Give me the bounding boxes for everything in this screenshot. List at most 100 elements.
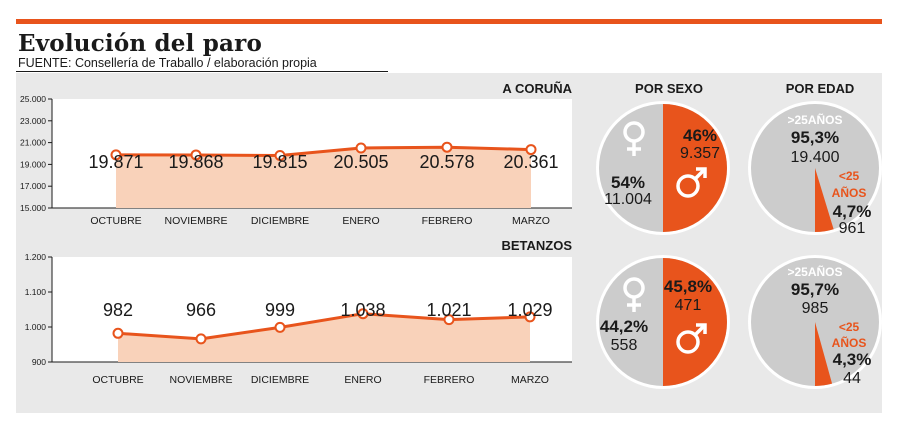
pie-count-label: 19.400: [791, 149, 840, 166]
data-label: 19.868: [168, 152, 223, 172]
data-label: 982: [103, 300, 133, 320]
data-label: 1.029: [507, 300, 552, 320]
data-label: 966: [186, 300, 216, 320]
top-accent-bar: [16, 19, 882, 24]
chart-title: BETANZOS: [501, 238, 572, 253]
data-label: 1.038: [340, 300, 385, 320]
y-tick-label: 17.000: [20, 181, 46, 191]
pie-percent-label: 4,7%: [833, 202, 872, 221]
pie-percent-label: 4,3%: [833, 350, 872, 369]
pie-count-label: 558: [611, 337, 638, 354]
data-point: [355, 142, 367, 154]
male-icon-shaft: [693, 168, 706, 181]
pie-count-label: 9.357: [680, 145, 720, 162]
title-underline: [16, 71, 388, 72]
page-title: Evolución del paro: [18, 30, 263, 57]
data-label: 999: [265, 300, 295, 320]
pie-category-label: <25: [839, 169, 860, 183]
data-point: [112, 327, 124, 339]
pie-category-label: >25AÑOS: [787, 112, 842, 127]
x-tick-label: NOVIEMBRE: [164, 215, 227, 227]
pie-category-label: AÑOS: [832, 185, 867, 200]
pie-percent-label: 46%: [683, 126, 717, 145]
x-tick-label: DICIEMBRE: [251, 374, 309, 386]
y-tick-label: 1.200: [25, 252, 47, 262]
male-icon-shaft: [693, 324, 706, 337]
pie-count-label: 961: [839, 220, 866, 237]
pie-slice-under-25: [815, 322, 833, 386]
x-tick-label: OCTUBRE: [90, 215, 141, 227]
y-tick-label: 900: [32, 357, 46, 367]
pie-category-label: <25: [839, 320, 860, 334]
pie-percent-label: 95,7%: [791, 280, 839, 299]
x-tick-label: OCTUBRE: [92, 374, 143, 386]
pie-count-label: 11.004: [604, 191, 652, 208]
pie-slice-male: [663, 258, 727, 386]
data-point: [110, 149, 122, 161]
pie-percent-label: 54%: [611, 173, 645, 192]
x-tick-label: FEBRERO: [424, 374, 475, 386]
male-icon-arrow: [696, 323, 707, 334]
pie-percent-label: 45,8%: [664, 277, 712, 296]
male-icon-ring: [676, 174, 700, 198]
x-tick-label: ENERO: [344, 374, 381, 386]
data-label: 20.361: [503, 152, 558, 172]
x-tick-label: NOVIEMBRE: [169, 374, 232, 386]
chart-title: A CORUÑA: [502, 81, 572, 96]
data-point: [525, 144, 537, 156]
pie-count-label: 985: [802, 300, 829, 317]
series-line: [117, 312, 531, 341]
y-tick-label: 19.000: [20, 159, 46, 169]
pie-category-label: AÑOS: [832, 335, 867, 350]
data-point: [274, 321, 286, 333]
line-chart-betanzos: 1.200 1.100 1.000 900 982 966 999 1.038 1.021 1.0…: [25, 238, 573, 386]
pie-column-title: POR EDAD: [786, 81, 855, 96]
area-fill: [118, 313, 530, 362]
pie-slice-under-25: [815, 168, 834, 232]
pie-column-title: POR SEXO: [635, 81, 703, 96]
data-point: [524, 311, 536, 323]
data-label: 20.578: [419, 152, 474, 172]
series-line: [115, 145, 532, 158]
y-tick-label: 21.000: [20, 138, 46, 148]
y-tick-label: 25.000: [20, 94, 46, 104]
pie-slice-male: [663, 104, 727, 232]
male-icon-ring: [676, 330, 700, 354]
pie-sex: 44,2%558 45,8%471: [596, 255, 730, 389]
pie-percent-label: 95,3%: [791, 128, 839, 147]
data-label: 19.815: [252, 152, 307, 172]
data-label: 20.505: [333, 152, 388, 172]
male-icon: [676, 323, 707, 354]
pie-sex: 54%11.004 46%9.357: [596, 101, 730, 235]
y-tick-label: 1.000: [25, 322, 47, 332]
data-point: [443, 314, 455, 326]
area-fill: [116, 147, 531, 208]
x-tick-label: MARZO: [512, 215, 550, 227]
pie-count-label: 44: [843, 370, 861, 387]
pie-count-label: 471: [675, 297, 702, 314]
male-icon: [676, 167, 707, 198]
data-point: [274, 150, 286, 162]
source-note: FUENTE: Consellería de Traballo / elabor…: [18, 56, 317, 70]
pie-percent-label: 44,2%: [600, 317, 648, 336]
y-tick-label: 1.100: [25, 287, 47, 297]
data-label: 1.021: [426, 300, 471, 320]
female-icon: [623, 277, 645, 312]
x-tick-label: FEBRERO: [422, 215, 473, 227]
x-tick-label: ENERO: [342, 215, 379, 227]
data-point: [441, 141, 453, 153]
male-icon-arrow: [696, 167, 707, 178]
x-tick-label: DICIEMBRE: [251, 215, 309, 227]
data-label: 19.871: [88, 152, 143, 172]
y-tick-label: 23.000: [20, 116, 46, 126]
pie-category-label: >25AÑOS: [787, 264, 842, 279]
y-tick-label: 15.000: [20, 203, 46, 213]
data-point: [190, 149, 202, 161]
data-point: [195, 333, 207, 345]
data-point: [357, 308, 369, 320]
x-tick-label: MARZO: [511, 374, 549, 386]
line-chart-a-coruna: 25.000 23.000 21.000 19.000 17.000 15.000 19.8…: [20, 81, 573, 227]
